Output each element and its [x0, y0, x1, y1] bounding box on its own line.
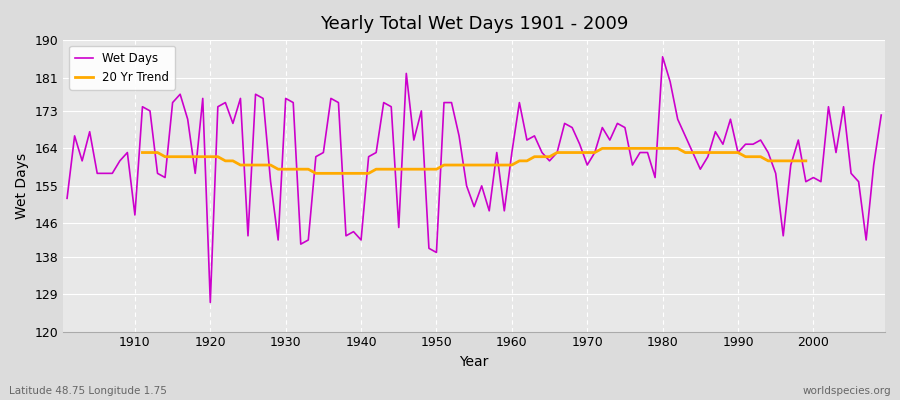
Wet Days [514, 100, 525, 105]
Wet Days [122, 150, 133, 155]
Wet Days [507, 150, 517, 155]
Wet Days [605, 138, 616, 142]
Title: Yearly Total Wet Days 1901 - 2009: Yearly Total Wet Days 1901 - 2009 [320, 15, 628, 33]
Legend: Wet Days, 20 Yr Trend: Wet Days, 20 Yr Trend [69, 46, 176, 90]
Line: 20 Yr Trend: 20 Yr Trend [142, 148, 806, 173]
X-axis label: Year: Year [460, 355, 489, 369]
Wet Days [876, 113, 886, 118]
20 Yr Trend [597, 146, 608, 151]
Wet Days [340, 234, 351, 238]
20 Yr Trend [333, 171, 344, 176]
Text: Latitude 48.75 Longitude 1.75: Latitude 48.75 Longitude 1.75 [9, 386, 166, 396]
Wet Days [295, 242, 306, 246]
20 Yr Trend [507, 163, 517, 168]
Text: worldspecies.org: worldspecies.org [803, 386, 891, 396]
Wet Days [657, 54, 668, 59]
20 Yr Trend [499, 163, 509, 168]
Wet Days [62, 196, 73, 201]
20 Yr Trend [288, 167, 299, 172]
Wet Days [205, 300, 216, 305]
Line: Wet Days: Wet Days [68, 57, 881, 302]
Y-axis label: Wet Days: Wet Days [15, 153, 29, 219]
